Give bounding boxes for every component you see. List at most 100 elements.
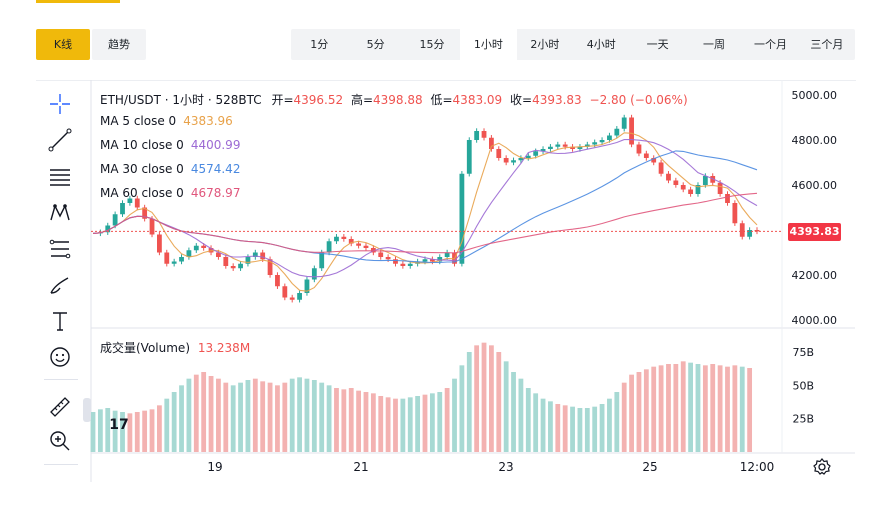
candle-body (149, 218, 155, 235)
interval-5[interactable]: 4小时 (586, 38, 616, 51)
volume-bar (393, 398, 398, 452)
candle-body (223, 257, 229, 266)
volume-bar (407, 397, 413, 452)
gear-icon[interactable] (812, 457, 832, 477)
candle-body (260, 252, 266, 260)
candle-body (533, 151, 539, 156)
time-axis-label: 23 (498, 460, 513, 474)
text-icon[interactable] (41, 308, 79, 334)
volume-bar (739, 366, 745, 452)
volume-bar (474, 345, 480, 452)
volume-bar (717, 365, 723, 452)
volume-bar (725, 366, 730, 452)
volume-bar (319, 382, 325, 452)
ma-value: 4400.99 (190, 138, 241, 152)
candle-body (363, 245, 369, 248)
price-axis-label: 4600.00 (792, 179, 838, 192)
volume-bar (533, 393, 539, 452)
volume-bar (489, 345, 494, 452)
volume-bar (238, 382, 243, 452)
candle-body (658, 162, 664, 174)
volume-bar (186, 378, 192, 452)
horizontal-lines-icon[interactable] (41, 164, 79, 190)
volume-bar (673, 364, 679, 452)
candle-body (319, 252, 325, 269)
ma-legend-row: MA 60 close 0 4678.97 (100, 186, 240, 200)
volume-bar (252, 378, 258, 452)
volume-bar (466, 352, 472, 452)
active-tab-indicator (36, 0, 120, 3)
scroll-handle[interactable] (83, 398, 91, 422)
candle-body (555, 144, 561, 147)
interval-1[interactable]: 5分 (366, 38, 385, 51)
candle-body (385, 257, 391, 260)
candle-body (245, 257, 251, 264)
tab-trend[interactable]: 趋势 (92, 29, 146, 60)
candle-body (157, 234, 162, 253)
pattern-icon[interactable] (41, 200, 79, 226)
volume-bar (599, 404, 605, 452)
ma-value: 4383.96 (183, 114, 233, 128)
volume-bar (378, 396, 384, 452)
volume-bar (171, 392, 177, 452)
interval-2[interactable]: 15分 (419, 38, 445, 51)
crosshair-icon[interactable] (41, 91, 79, 117)
ruler-icon[interactable] (41, 394, 79, 420)
volume-bar (193, 374, 199, 452)
volume-bar (370, 393, 376, 452)
volume-bar (732, 365, 738, 452)
zoom-icon[interactable] (41, 428, 79, 454)
price-axis-label: 5000.00 (792, 89, 838, 102)
candle-body (673, 180, 679, 185)
time-axis-label: 12:00 (740, 460, 775, 474)
candle-body (142, 207, 148, 219)
interval-0[interactable]: 1分 (310, 38, 329, 51)
brush-icon[interactable] (41, 272, 79, 298)
interval-3[interactable]: 1小时 (460, 29, 517, 60)
volume-bar (680, 361, 686, 452)
interval-8[interactable]: 一个月 (753, 38, 787, 51)
interval-4[interactable]: 2小时 (530, 38, 560, 51)
candle-body (577, 146, 583, 149)
candle-body (747, 230, 753, 237)
volume-bar (120, 412, 125, 452)
interval-9[interactable]: 三个月 (810, 38, 844, 51)
ma-legend-row: MA 10 close 0 4400.99 (100, 138, 240, 152)
candle-body (680, 185, 686, 190)
volume-bar (348, 388, 354, 452)
candle-body (754, 230, 760, 232)
candle-body (562, 144, 568, 147)
volume-bar (481, 342, 487, 452)
volume-bar (695, 364, 701, 452)
volume-bar (525, 388, 531, 452)
candle-body (444, 252, 450, 257)
candle-body (570, 146, 575, 149)
volume-bar (142, 410, 148, 452)
volume-bar (422, 394, 428, 452)
interval-7[interactable]: 一周 (703, 38, 726, 51)
volume-bar (201, 372, 207, 452)
volume-bar (584, 408, 590, 452)
volume-bar (304, 378, 310, 452)
price-axis-label: 4200.00 (792, 269, 838, 282)
candle-body (171, 261, 177, 264)
volume-bar (592, 406, 598, 452)
ma-legend-row: MA 30 close 0 4574.42 (100, 162, 240, 176)
candle-body (459, 173, 465, 264)
tab-kline[interactable]: K线 (36, 29, 90, 60)
interval-6[interactable]: 一天 (646, 38, 669, 51)
volume-bar (437, 392, 443, 452)
candle-body (186, 250, 192, 257)
trendline-icon[interactable] (41, 127, 79, 153)
fib-icon[interactable] (41, 236, 79, 262)
candle-body (481, 131, 487, 138)
chart-container (36, 80, 856, 483)
ma-value: 4678.97 (190, 186, 241, 200)
volume-bar (636, 372, 642, 452)
candle-body (489, 137, 494, 149)
candle-body (112, 214, 118, 226)
candle-body (422, 259, 428, 262)
volume-bar (245, 380, 251, 452)
emoji-icon[interactable] (41, 344, 79, 370)
